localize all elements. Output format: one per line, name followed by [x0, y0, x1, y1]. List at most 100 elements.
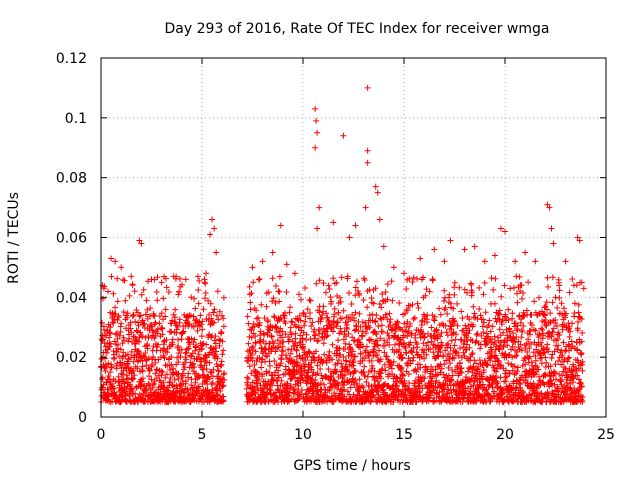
data-point [218, 358, 225, 365]
data-point [213, 312, 220, 319]
data-point [294, 316, 301, 323]
data-point [335, 337, 342, 344]
data-point [276, 328, 283, 335]
data-point [364, 147, 371, 154]
data-point [464, 368, 471, 375]
data-point [212, 333, 219, 340]
data-point [131, 288, 138, 295]
data-point [512, 339, 519, 346]
data-point [303, 331, 310, 338]
data-point [512, 353, 519, 360]
data-point [467, 388, 474, 395]
data-point [480, 316, 487, 323]
data-point [344, 366, 351, 373]
data-point [414, 300, 421, 307]
data-point [399, 355, 406, 362]
data-point [401, 377, 408, 384]
data-point [352, 376, 359, 383]
data-point [441, 258, 448, 265]
data-point [353, 278, 360, 285]
data-point [283, 261, 290, 268]
data-point [394, 318, 401, 325]
data-point [474, 315, 481, 322]
data-point [460, 327, 467, 334]
data-point [489, 323, 496, 330]
data-point [497, 394, 504, 401]
data-point [377, 375, 384, 382]
data-point [364, 84, 371, 91]
data-point [511, 371, 518, 378]
data-point [179, 372, 186, 379]
data-point [433, 397, 440, 404]
data-point [574, 327, 581, 334]
data-point [248, 370, 255, 377]
data-point [294, 342, 301, 349]
data-point [252, 390, 259, 397]
data-point [140, 286, 147, 293]
data-point [350, 358, 357, 365]
data-point [483, 362, 490, 369]
data-point [327, 294, 334, 301]
data-point [244, 381, 251, 388]
data-point [564, 391, 571, 398]
data-point [208, 334, 215, 341]
data-point [409, 301, 416, 308]
data-point [219, 376, 226, 383]
data-point [335, 356, 342, 363]
data-point [195, 383, 202, 390]
data-point [220, 382, 227, 389]
data-point [151, 312, 158, 319]
data-point [574, 387, 581, 394]
data-point [423, 286, 430, 293]
data-point [249, 379, 256, 386]
data-point [517, 341, 524, 348]
data-point [526, 353, 533, 360]
data-point [182, 276, 189, 283]
data-point [148, 322, 155, 329]
data-point [518, 334, 525, 341]
data-point [381, 349, 388, 356]
data-point [414, 344, 421, 351]
data-point [191, 295, 198, 302]
data-point [459, 315, 466, 322]
data-point [408, 330, 415, 337]
data-point [364, 373, 371, 380]
data-point [161, 354, 168, 361]
data-point [132, 318, 139, 325]
data-point [220, 294, 227, 301]
data-point [504, 335, 511, 342]
data-point [443, 329, 450, 336]
data-point [453, 349, 460, 356]
data-point [186, 341, 193, 348]
data-point [449, 372, 456, 379]
data-point [364, 159, 371, 166]
data-point [504, 342, 511, 349]
data-point [174, 371, 181, 378]
data-point [518, 347, 525, 354]
data-point [258, 301, 265, 308]
data-point [102, 368, 109, 375]
data-point [465, 322, 472, 329]
data-point [556, 331, 563, 338]
data-point [499, 386, 506, 393]
data-point [288, 331, 295, 338]
data-point [110, 290, 117, 297]
data-point [191, 364, 198, 371]
data-point [256, 275, 263, 282]
data-point [522, 249, 529, 256]
data-point [404, 307, 411, 314]
data-point [538, 390, 545, 397]
data-point [145, 373, 152, 380]
data-point [441, 385, 448, 392]
data-point [108, 364, 115, 371]
data-point [254, 369, 261, 376]
data-point [291, 385, 298, 392]
data-point [372, 338, 379, 345]
data-point [248, 334, 255, 341]
data-point [330, 275, 337, 282]
data-point [407, 320, 414, 327]
data-point [352, 284, 359, 291]
data-point [379, 328, 386, 335]
data-point [571, 300, 578, 307]
data-point [451, 355, 458, 362]
